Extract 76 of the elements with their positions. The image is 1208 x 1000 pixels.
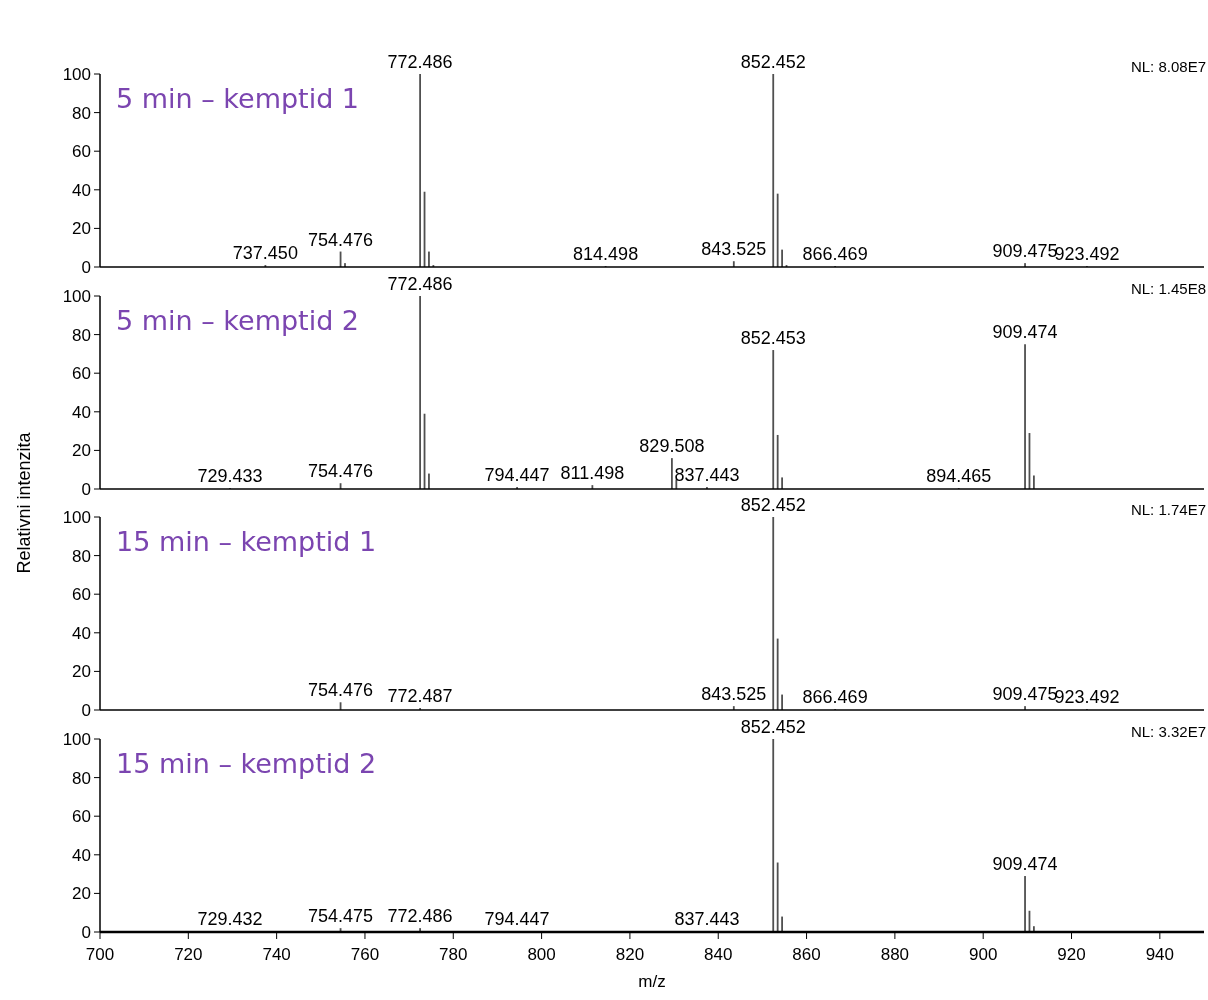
annotation: 729.432 (197, 909, 263, 930)
annotation: 754.476 (308, 229, 374, 250)
annotation: 754.476 (308, 680, 374, 701)
x-tick-label: 720 (174, 945, 203, 964)
chart-title: 5 min – kemptid 1 (116, 83, 360, 114)
y-tick-label: 0 (81, 257, 91, 277)
annotation: 772.486 (387, 52, 453, 72)
y-tick-label: 80 (72, 768, 91, 788)
y-tick-label: 60 (72, 807, 91, 827)
annotation: 794.447 (484, 465, 550, 486)
x-tick-label: 700 (85, 945, 115, 964)
y-axis-title: Relativni intenzita (14, 431, 34, 574)
chart-title: 15 min – kemptid 2 (116, 748, 377, 779)
x-tick-label: 880 (880, 945, 910, 964)
annotation: 837.443 (674, 909, 740, 930)
y-tick-label: 20 (72, 219, 91, 239)
x-tick-label: 840 (704, 945, 733, 964)
y-tick-label: 20 (72, 441, 91, 461)
y-tick-label: 20 (72, 662, 91, 682)
x-tick-label: 780 (439, 945, 468, 964)
annotation: 866.469 (802, 244, 868, 265)
annotation: 866.469 (802, 687, 868, 708)
x-tick-label: 740 (262, 945, 291, 964)
annotation: 843.525 (701, 239, 767, 260)
y-tick-label: 0 (81, 922, 91, 942)
annotation: 754.476 (308, 461, 374, 482)
x-axis-title: m/z (638, 972, 666, 991)
annotation: 772.486 (387, 906, 453, 927)
annotation: 843.525 (701, 684, 767, 705)
y-tick-label: 60 (72, 585, 91, 605)
y-tick-label: 80 (72, 546, 91, 566)
annotation: NL: 1.74E7 (1130, 501, 1206, 518)
annotation: 837.443 (674, 465, 740, 486)
annotation: 852.452 (740, 717, 806, 737)
annotation: NL: 1.45E8 (1130, 280, 1206, 297)
y-tick-label: 40 (72, 623, 91, 643)
y-tick-label: 100 (62, 286, 91, 306)
y-tick-label: 20 (72, 884, 91, 904)
x-tick-label: 900 (969, 945, 998, 964)
x-tick-label: 820 (615, 945, 645, 964)
annotation: 909.474 (992, 322, 1058, 343)
annotation: 754.475 (308, 906, 374, 927)
annotation: 829.508 (639, 436, 705, 457)
y-tick-label: 80 (72, 103, 91, 123)
x-tick-label: 940 (1145, 945, 1175, 964)
y-tick-label: 100 (62, 507, 91, 527)
annotation: NL: 3.32E7 (1130, 723, 1206, 740)
annotation: 909.474 (992, 854, 1058, 875)
annotation: 852.452 (740, 52, 806, 72)
y-tick-label: 40 (72, 845, 91, 865)
annotation: NL: 8.08E7 (1130, 58, 1206, 75)
annotation: 729.433 (197, 466, 263, 487)
annotation: 737.450 (232, 243, 298, 264)
annotation: 814.498 (573, 244, 639, 265)
annotation: 772.487 (387, 686, 453, 707)
annotation: 852.453 (740, 328, 806, 349)
y-tick-label: 0 (81, 700, 91, 720)
annotation: 811.498 (560, 463, 625, 484)
annotation: 772.486 (387, 274, 453, 294)
x-tick-label: 860 (792, 945, 821, 964)
y-tick-label: 0 (81, 479, 91, 499)
y-tick-label: 60 (72, 142, 91, 162)
x-tick-label: 920 (1057, 945, 1086, 964)
y-tick-label: 80 (72, 325, 91, 345)
y-tick-label: 100 (62, 729, 91, 749)
y-tick-label: 100 (62, 64, 91, 84)
y-tick-label: 40 (72, 180, 91, 200)
x-tick-label: 760 (350, 945, 380, 964)
y-tick-label: 60 (72, 364, 91, 384)
x-tick-label: 800 (527, 945, 556, 964)
y-tick-label: 40 (72, 402, 91, 422)
annotation: 794.447 (484, 909, 550, 930)
chart-title: 5 min – kemptid 2 (116, 305, 360, 336)
annotation: 852.452 (740, 495, 806, 515)
chart-title: 15 min – kemptid 1 (116, 526, 377, 557)
annotation: 894.465 (926, 466, 992, 487)
